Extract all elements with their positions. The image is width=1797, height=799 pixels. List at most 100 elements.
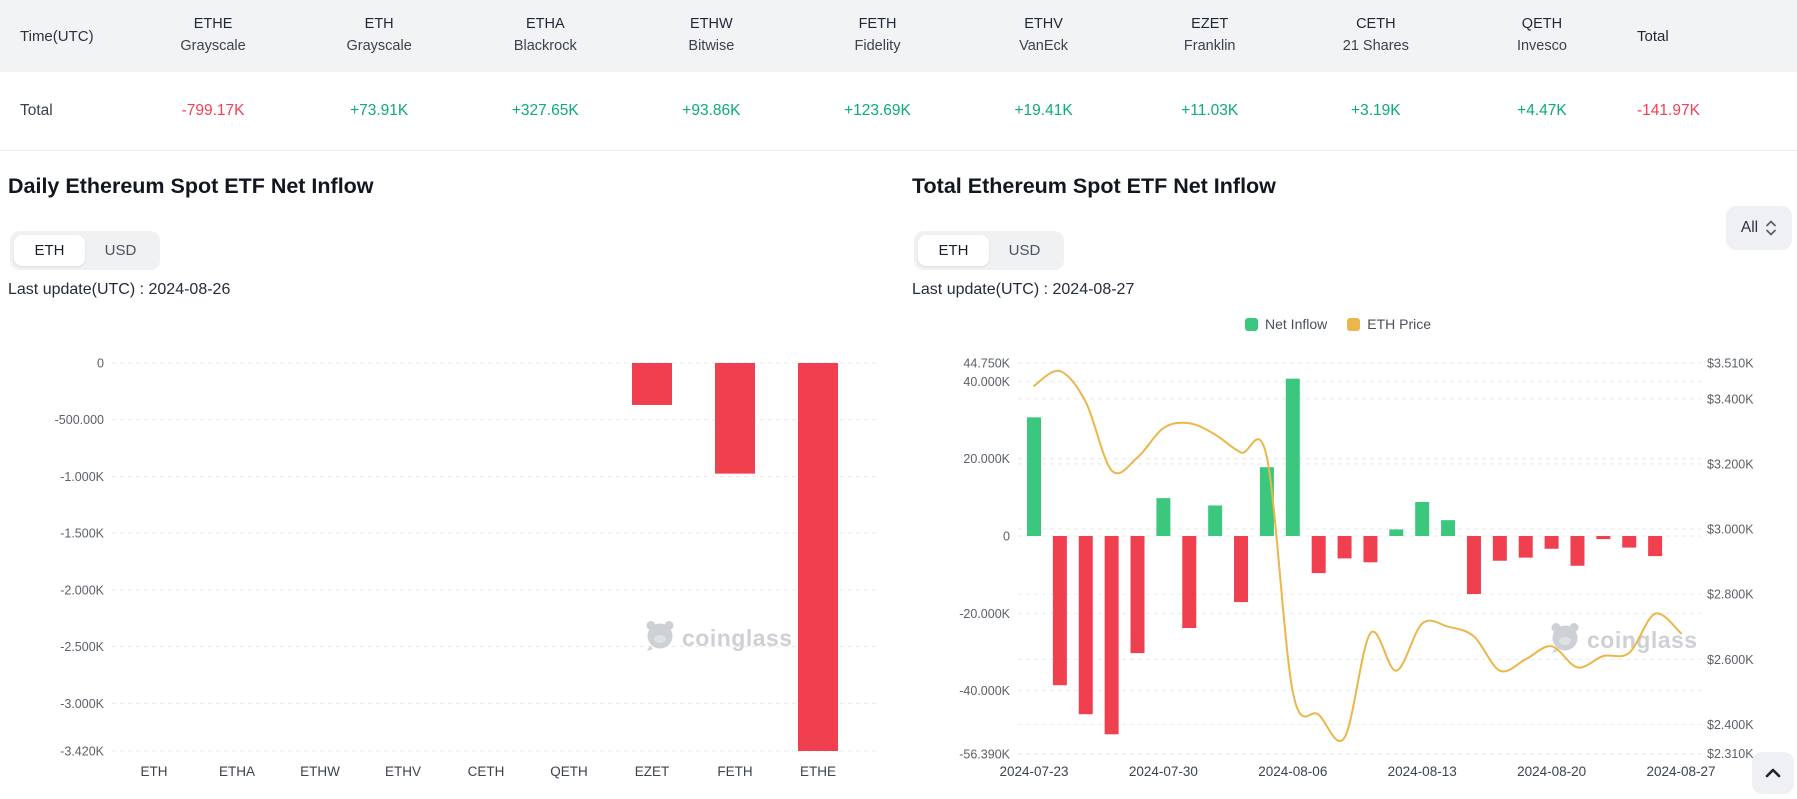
axis-label: $3.000K [1707,523,1754,537]
axis-label: 20.000K [963,452,1010,466]
etf-flow-value: +19.41K [1014,102,1073,119]
etf-issuer: Bitwise [688,38,735,54]
axis-label: -1.500K [60,527,104,541]
net-inflow-bar [1648,536,1663,557]
axis-label: $2.600K [1707,653,1754,667]
net-inflow-bar [1363,536,1378,563]
axis-label: -500.000 [55,413,104,427]
chevron-up-icon [1765,768,1781,778]
pig-logo-icon [646,621,674,651]
axis-label: 2024-08-27 [1646,764,1715,779]
etf-column-header: FETH Fidelity [794,14,960,58]
axis-label: $3.510K [1707,357,1754,371]
range-selector-value: All [1740,219,1759,236]
daily-net-inflow-chart: 0 -500.000 -1.000K -1.500K -2.000K -2.500K -3.… [55,357,877,779]
etf-column-header: ETH Grayscale [296,14,462,58]
bar-ETHE [798,363,838,751]
chart-legend: Net Inflow ETH Price [1245,316,1431,332]
net-inflow-bar [1285,378,1300,536]
axis-label: -2.000K [60,583,104,597]
axis-label: coinglass [682,625,793,651]
axis-label: 44.750K [963,357,1010,371]
etf-flow-value: +327.65K [511,102,579,119]
axis-label: -1.000K [60,470,104,484]
axis-label: 2024-08-13 [1388,764,1457,779]
etf-flow-value: +123.69K [844,102,911,119]
net-inflow-bar [1518,536,1533,558]
net-inflow-bar [1078,536,1093,715]
axis-label: EZET [635,764,670,779]
axis-label: 2024-07-30 [1129,764,1198,779]
net-inflow-bar [1259,467,1274,536]
net-inflow-bar [1104,536,1119,735]
axis-label: $3.400K [1707,392,1754,406]
etf-ticker: ETHV [1024,16,1063,33]
axis-label: ETHA [219,764,255,779]
etf-flow-value: +93.86K [682,102,741,119]
etf-ticker: ETHW [690,16,733,33]
net-inflow-bar [1441,520,1456,536]
scroll-to-top-button[interactable] [1752,752,1794,794]
axis-label: ETHE [800,764,836,779]
legend-label: ETH Price [1367,316,1432,332]
axis-label: FETH [717,764,752,779]
total-last-update: Last update(UTC) : 2024-08-27 [912,281,1135,298]
legend-item: ETH Price [1347,316,1431,332]
total-chart-title: Total Ethereum Spot ETF Net Inflow [912,174,1276,198]
etf-column-header: ETHA Blackrock [462,14,628,58]
etf-issuer: 21 Shares [1342,38,1409,54]
updown-chevron-icon [1766,220,1777,236]
axis-label: 2024-08-06 [1258,764,1327,779]
etf-issuer: Franklin [1183,38,1236,54]
table-total-row: Total -799.17K +73.91K +327.65K +93.86K +123… [0,72,1797,151]
etf-issuer: VanEck [1019,38,1069,54]
net-inflow-bar [1130,536,1145,654]
axis-label: -56.390K [959,747,1010,761]
total-unit-usd[interactable]: USD [989,235,1060,266]
total-unit-toggle[interactable]: ETH USD [914,231,1064,270]
etf-column-header: EZET Franklin [1127,14,1293,58]
etf-flow-value: +4.47K [1517,102,1567,119]
net-inflow-bar [1182,536,1197,628]
total-unit-eth[interactable]: ETH [918,235,989,266]
etf-flows-table: Time(UTC) ETHE Grayscale ETH Grayscale ETHA B… [0,0,1797,151]
etf-ticker: FETH [858,16,897,33]
daily-unit-toggle[interactable]: ETH USD [10,231,160,270]
net-inflow-bar [1311,536,1326,574]
daily-unit-usd[interactable]: USD [85,235,156,266]
axis-label: $3.200K [1707,457,1754,471]
etf-issuer: Fidelity [854,38,901,54]
etf-column-header: CETH 21 Shares [1293,14,1459,58]
etf-flow-value: +73.91K [350,102,409,119]
axis-label: $2.800K [1707,588,1754,602]
axis-label: 0 [1003,530,1010,544]
range-selector[interactable]: All [1726,206,1792,250]
net-inflow-bar [1027,417,1041,536]
axis-label: -20.000K [959,607,1010,621]
daily-unit-eth[interactable]: ETH [14,235,85,266]
etf-ticker: ETHA [525,16,565,33]
etf-column-header: ETHE Grayscale [130,14,296,58]
net-inflow-bar [1492,536,1507,561]
net-inflow-bar [1389,529,1404,536]
axis-label: -3.420K [60,745,104,759]
net-inflow-bar [1415,501,1430,536]
time-column-header: Time(UTC) [20,27,94,45]
axis-label: 0 [97,357,104,371]
bar-EZET [632,363,672,405]
etf-ticker: CETH [1356,16,1396,33]
total-flow-value: -141.97K [1637,102,1700,119]
axis-label: 2024-08-20 [1517,764,1586,779]
etf-ticker: QETH [1521,16,1563,33]
etf-column-header: ETHW Bitwise [628,14,794,58]
axis-label: -3.000K [60,697,104,711]
axis-label: ETHW [300,764,340,779]
daily-last-update: Last update(UTC) : 2024-08-26 [8,281,231,298]
net-inflow-bar [1466,536,1481,594]
axis-label: 2024-07-23 [999,764,1068,779]
axis-label: ETHV [385,764,421,779]
pig-logo-icon [1551,623,1579,653]
axis-label: QETH [550,764,588,779]
table-header-row: Time(UTC) ETHE Grayscale ETH Grayscale ETHA B… [0,0,1797,72]
net-inflow-bar [1570,536,1585,566]
